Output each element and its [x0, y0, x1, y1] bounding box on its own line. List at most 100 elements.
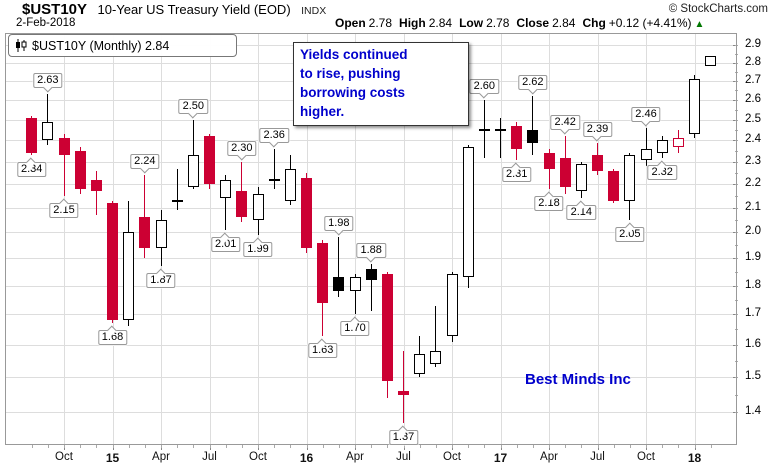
- price-label: 2.39: [582, 121, 613, 142]
- x-axis-label: Oct: [55, 451, 73, 463]
- x-axis-label: Oct: [249, 451, 267, 463]
- x-axis-minor-tick: [112, 445, 114, 448]
- candle-Nov-2016: [462, 146, 474, 278]
- x-axis-minor-tick: [629, 445, 631, 448]
- x-axis-minor-tick: [484, 445, 486, 448]
- price-label: 2.60: [469, 79, 500, 99]
- price-label: 2.36: [259, 127, 289, 148]
- x-axis-minor-tick: [694, 445, 696, 448]
- x-axis-label: Oct: [637, 451, 655, 463]
- x-axis-minor-tick: [516, 445, 518, 448]
- price-label: 2.24: [130, 154, 160, 174]
- candle-Aug-2015: [220, 179, 232, 199]
- candle-Nov-2015: [268, 178, 280, 181]
- x-axis-label: Oct: [443, 451, 461, 463]
- price-label: 1.70: [340, 316, 370, 337]
- x-axis-minor-tick: [710, 445, 712, 448]
- x-axis-minor-tick: [468, 445, 470, 448]
- gridline-h: [5, 232, 737, 234]
- candle-Aug-2016: [414, 354, 426, 375]
- annotation-box: Yields continued to rise, pushing borrowin…: [293, 42, 469, 126]
- candle-Apr-2015: [155, 219, 167, 248]
- candle-Sep-2017: [624, 155, 636, 201]
- quote-bar: Open 2.78 High 2.84 Low 2.78 Close 2.84 Chg +0.12…: [328, 16, 704, 30]
- x-axis-label: Apr: [346, 451, 364, 463]
- y-axis-label: 2.9: [745, 38, 761, 51]
- gridline-v: [694, 33, 696, 445]
- legend-label: $UST10Y (Monthly) 2.84: [32, 38, 170, 53]
- x-axis-minor-tick: [322, 445, 324, 448]
- x-axis-minor-tick: [306, 445, 308, 448]
- x-axis-minor-tick: [355, 445, 356, 448]
- price-label: 2.42: [550, 115, 580, 135]
- candle-Dec-2015: [284, 168, 296, 201]
- y-axis-label: 2.4: [745, 133, 761, 146]
- x-axis-minor-tick: [193, 445, 195, 448]
- annotation-line: borrowing costs: [300, 85, 406, 100]
- x-axis-minor-tick: [662, 445, 664, 448]
- x-axis-minor-tick: [80, 445, 82, 448]
- x-axis-minor-tick: [128, 445, 130, 448]
- y-axis-label: 1.8: [745, 278, 761, 291]
- candle-wick: [370, 263, 372, 312]
- candle-Jul-2017: [592, 155, 603, 171]
- gridline-h: [5, 161, 737, 163]
- change-up-icon: ▲: [694, 19, 705, 30]
- y-axis-label: 2.0: [745, 225, 761, 238]
- candle-wick: [645, 128, 647, 167]
- x-axis-minor-tick: [646, 445, 647, 448]
- price-label: 2.46: [631, 107, 661, 127]
- quote-low-value: 2.78: [486, 16, 510, 30]
- watermark-text: Best Minds Inc: [525, 371, 631, 388]
- y-axis-label: 2.7: [745, 74, 761, 87]
- quote-close-label: Close: [516, 16, 550, 30]
- x-axis-minor-tick: [225, 445, 227, 448]
- quote-open-value: 2.78: [368, 16, 393, 30]
- quote-open-label: Open: [335, 16, 366, 30]
- x-axis-minor-tick: [290, 445, 292, 448]
- candle-Mar-2017: [527, 130, 539, 143]
- candle-Jan-2017: [495, 129, 506, 132]
- x-axis-minor-tick: [47, 445, 49, 448]
- x-axis-minor-tick: [387, 445, 389, 448]
- candle-wick: [548, 148, 550, 189]
- candle-wick: [63, 134, 65, 196]
- gridline-h: [5, 344, 737, 346]
- candle-Jun-2016: [381, 274, 393, 381]
- y-axis-label: 1.5: [745, 370, 761, 383]
- candle-Feb-2015: [123, 232, 135, 321]
- candle-Jan-2018: [689, 79, 700, 135]
- candle-wick: [192, 119, 194, 189]
- x-axis-minor-tick: [597, 445, 599, 448]
- candle-Sep-2014: [42, 121, 54, 141]
- price-label: 2.31: [501, 162, 532, 182]
- candle-Feb-2017: [511, 125, 523, 149]
- price-label: 1.99: [243, 237, 273, 257]
- candle-Jun-2017: [575, 164, 587, 192]
- y-axis-label: 2.3: [745, 154, 761, 167]
- x-axis-minor-tick: [209, 445, 211, 448]
- price-label: 1.88: [356, 242, 386, 263]
- price-label: 2.63: [33, 73, 63, 93]
- price-label: 2.62: [518, 75, 548, 95]
- candle-May-2016: [365, 268, 377, 280]
- candle-Nov-2014: [74, 151, 86, 189]
- x-axis-label: 18: [687, 451, 702, 465]
- x-axis-minor-tick: [678, 445, 680, 448]
- candle-Oct-2017: [640, 148, 652, 160]
- gridline-h: [5, 412, 737, 414]
- gridline-h: [5, 207, 737, 209]
- candle-Apr-2017: [543, 153, 555, 169]
- candle-Sep-2015: [236, 191, 248, 218]
- x-axis-minor-tick: [500, 445, 502, 448]
- candle-Oct-2015: [252, 193, 264, 220]
- x-axis-label: Apr: [540, 451, 558, 463]
- quote-high-label: High: [399, 16, 426, 30]
- y-axis-label: 2.8: [745, 55, 761, 68]
- price-label: 2.34: [16, 157, 47, 178]
- candle-Oct-2014: [58, 138, 70, 156]
- candle-Dec-2017: [672, 138, 684, 147]
- x-axis-label: Jul: [590, 451, 605, 463]
- x-axis-minor-tick: [452, 445, 453, 448]
